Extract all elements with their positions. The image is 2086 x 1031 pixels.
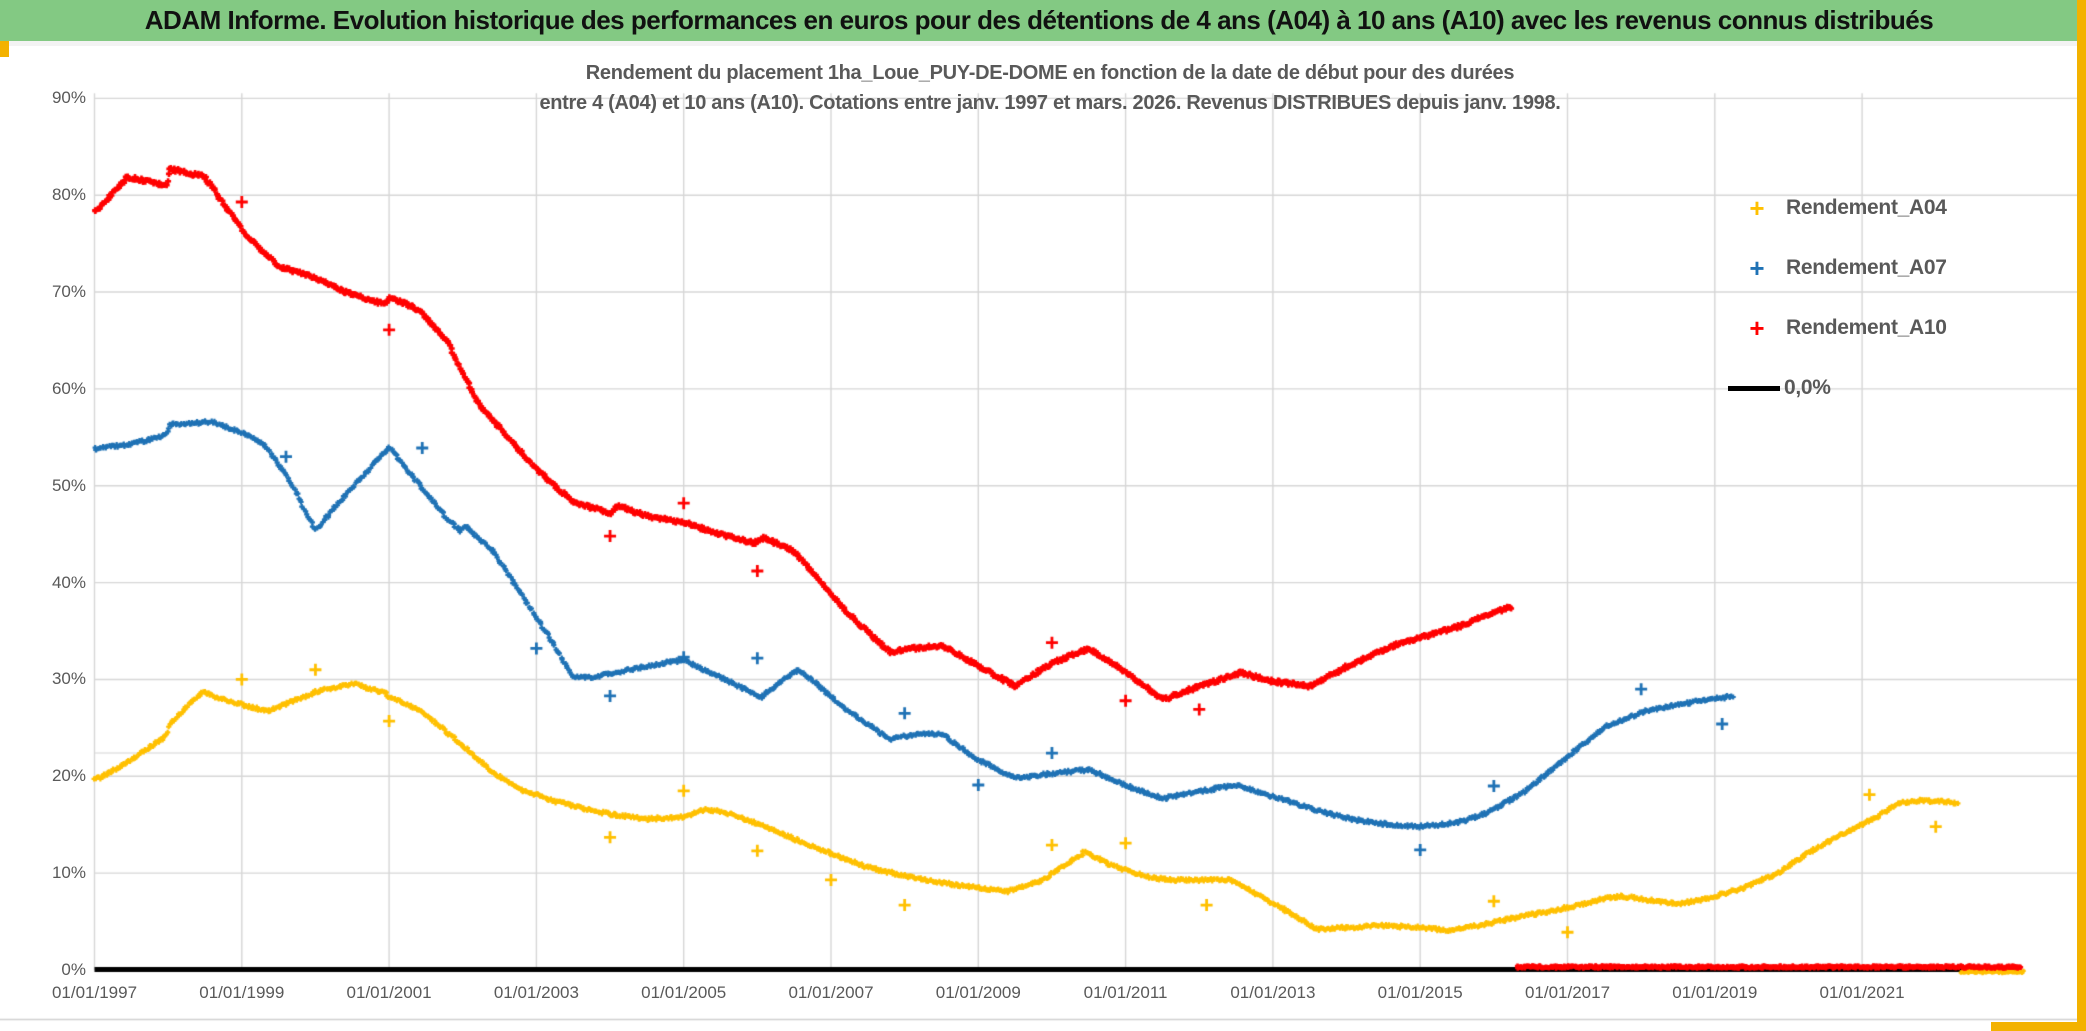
x-tick-label: 01/01/2011 bbox=[1083, 983, 1168, 1002]
gold-border-right bbox=[2077, 0, 2086, 1031]
x-tick-label: 01/01/2021 bbox=[1819, 983, 1905, 1002]
y-tick-label: 90% bbox=[51, 88, 86, 108]
chart-title: Rendement du placement 1ha_Loue_PUY-DE-D… bbox=[400, 58, 1700, 118]
plus-marker-icon: + bbox=[1749, 193, 1765, 223]
y-tick-label: 0% bbox=[61, 960, 86, 979]
x-tick-label: 01/01/2019 bbox=[1672, 983, 1758, 1002]
x-tick-label: 01/01/2009 bbox=[935, 983, 1021, 1002]
x-tick-label: 01/01/1997 bbox=[51, 983, 138, 1002]
header-bar: ADAM Informe. Evolution historique des p… bbox=[0, 0, 2078, 41]
x-tick-label: 01/01/2007 bbox=[788, 983, 874, 1002]
y-tick-label: 60% bbox=[51, 378, 86, 398]
gold-border-corner bbox=[1991, 1022, 2086, 1031]
legend-item-a10: + Rendement_A10 bbox=[1728, 298, 1947, 358]
chart-title-line1: Rendement du placement 1ha_Loue_PUY-DE-D… bbox=[585, 62, 1515, 84]
chart-title-line2: entre 4 (A04) et 10 ans (A10). Cotations… bbox=[539, 92, 1561, 114]
x-tick-label: 01/01/2017 bbox=[1524, 983, 1611, 1002]
x-tick-label: 01/01/2005 bbox=[641, 983, 727, 1002]
legend-label: Rendement_A04 bbox=[1786, 196, 1947, 219]
line-marker-icon bbox=[1728, 385, 1780, 391]
x-tick-label: 01/01/1999 bbox=[199, 983, 285, 1002]
legend-label: Rendement_A07 bbox=[1786, 256, 1947, 279]
legend-label: Rendement_A10 bbox=[1786, 316, 1947, 339]
y-tick-label: 50% bbox=[51, 475, 86, 495]
x-tick-label: 01/01/2003 bbox=[493, 983, 579, 1002]
legend: + Rendement_A04 + Rendement_A07 + Rendem… bbox=[1728, 178, 1947, 418]
legend-label: 0,0% bbox=[1784, 376, 1831, 399]
x-tick-label: 01/01/2015 bbox=[1377, 983, 1463, 1002]
plus-marker-icon: + bbox=[1749, 253, 1765, 283]
y-tick-label: 40% bbox=[51, 572, 86, 592]
header-shadow bbox=[0, 41, 2078, 46]
gold-border-notch-icon bbox=[0, 41, 9, 57]
x-tick-label: 01/01/2013 bbox=[1230, 983, 1316, 1002]
legend-item-zero: 0,0% bbox=[1728, 358, 1947, 418]
y-tick-label: 20% bbox=[51, 766, 86, 786]
page-title: ADAM Informe. Evolution historique des p… bbox=[144, 5, 1934, 35]
y-tick-label: 80% bbox=[51, 185, 86, 205]
legend-item-a07: + Rendement_A07 bbox=[1728, 238, 1947, 298]
y-tick-label: 70% bbox=[51, 282, 86, 302]
y-tick-label: 10% bbox=[51, 863, 86, 883]
y-tick-label: 30% bbox=[51, 669, 86, 689]
legend-item-a04: + Rendement_A04 bbox=[1728, 178, 1947, 238]
plus-marker-icon: + bbox=[1749, 313, 1765, 343]
x-tick-label: 01/01/2001 bbox=[346, 983, 432, 1002]
